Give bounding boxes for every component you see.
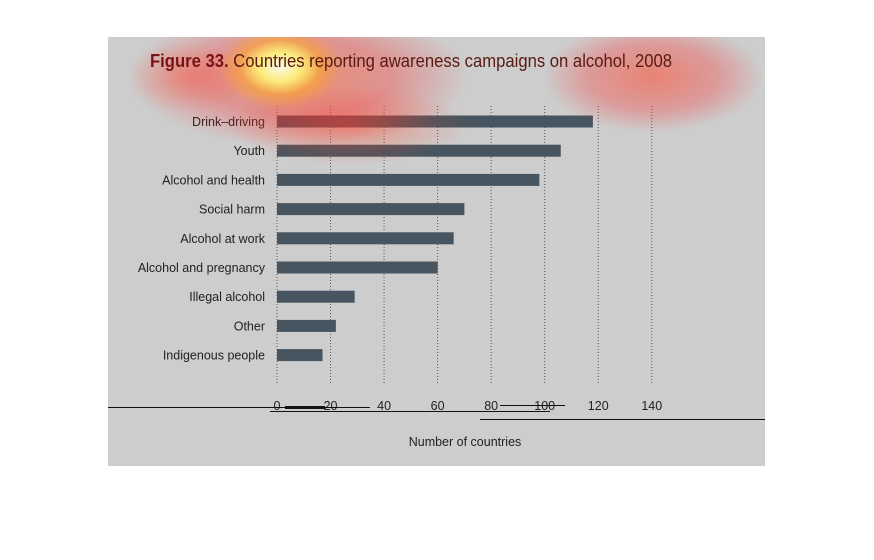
category-label: Alcohol and pregnancy (138, 261, 266, 275)
bar (277, 349, 323, 362)
x-tick-label: 140 (641, 399, 662, 413)
bar (277, 144, 561, 157)
bar (277, 203, 465, 216)
pen-stroke (108, 407, 370, 408)
chart-title-text: Countries reporting awareness campaigns … (233, 50, 672, 71)
category-label: Drink–driving (192, 115, 265, 129)
figure-number: Figure 33. (150, 50, 229, 71)
bar (277, 261, 438, 274)
category-label: Alcohol at work (180, 232, 266, 246)
pen-stroke (480, 419, 765, 420)
category-label: Illegal alcohol (189, 290, 265, 304)
bar (277, 173, 540, 186)
pen-stroke (285, 406, 325, 409)
pen-stroke (270, 411, 550, 412)
x-axis-label: Number of countries (409, 435, 522, 449)
category-label: Alcohol and health (162, 173, 265, 187)
chart-title: Figure 33. Countries reporting awareness… (150, 50, 672, 72)
category-label: Indigenous people (163, 349, 265, 363)
bar (277, 232, 454, 245)
category-label: Other (234, 319, 265, 333)
pen-stroke (500, 405, 565, 406)
bar (277, 290, 355, 303)
category-label: Youth (233, 144, 265, 158)
bar (277, 115, 593, 128)
category-label: Social harm (199, 203, 265, 217)
x-tick-label: 120 (588, 399, 609, 413)
bar (277, 319, 336, 332)
